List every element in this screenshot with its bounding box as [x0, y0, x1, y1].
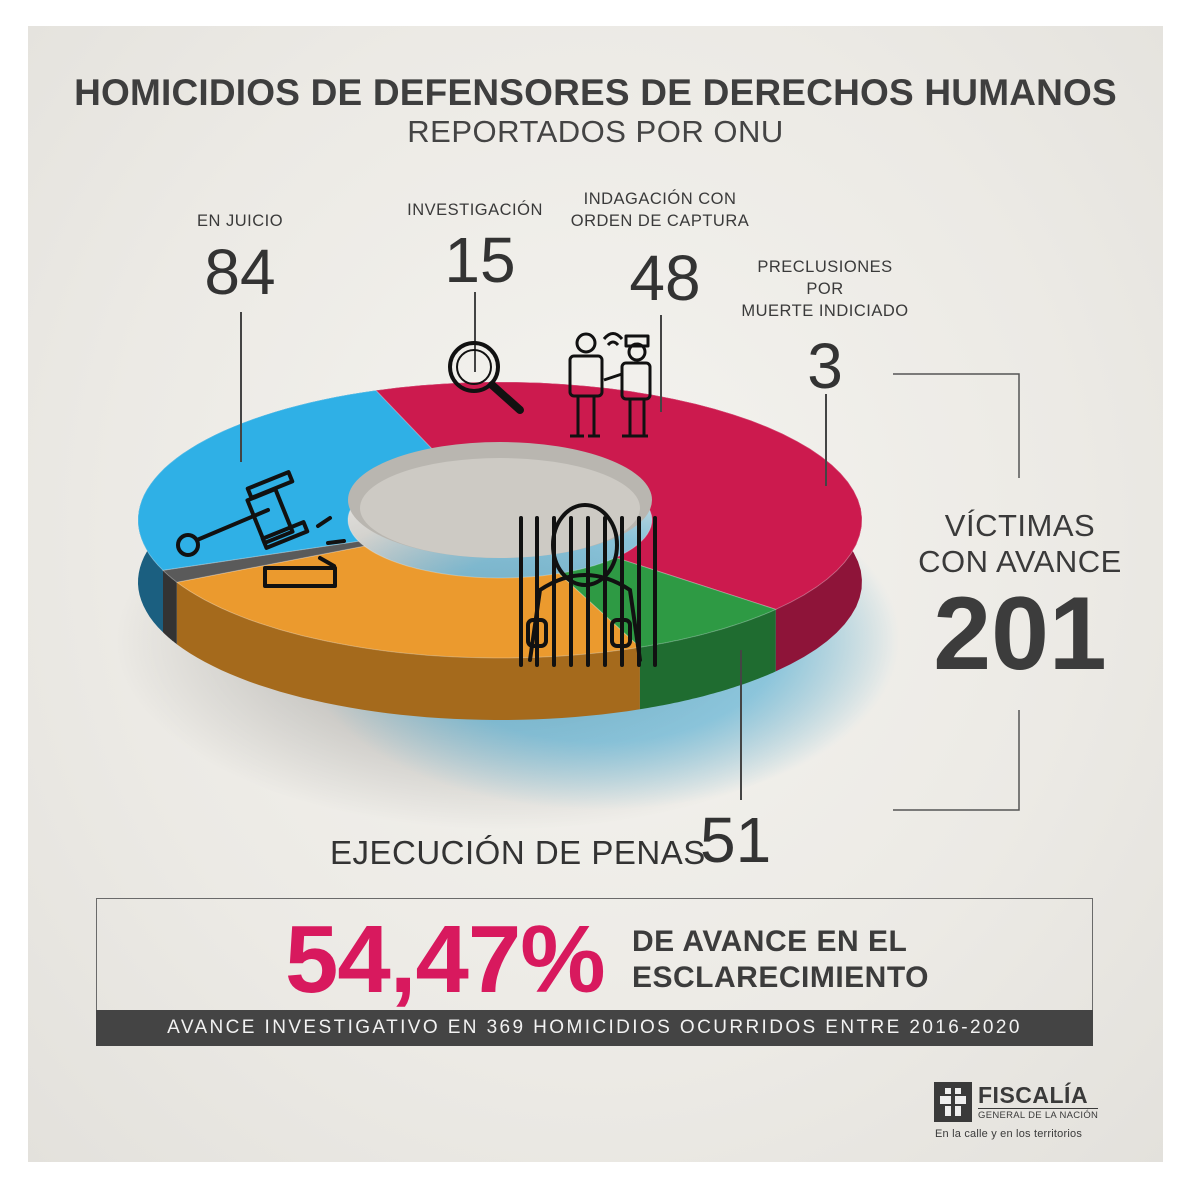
total-bracket-top — [893, 373, 1020, 478]
total-label-line1: VÍCTIMAS — [944, 508, 1096, 543]
prisoner-icon — [519, 503, 657, 667]
page-subtitle: REPORTADOS POR ONU — [407, 114, 784, 149]
magnifier-icon — [448, 341, 524, 414]
logo-slogan: En la calle y en los territorios — [935, 1128, 1083, 1140]
label-investigacion: INVESTIGACIÓN — [407, 201, 543, 219]
gavel-icon — [176, 470, 346, 588]
label-preclusiones-line2: POR — [806, 280, 844, 298]
label-preclusiones-line1: PRECLUSIONES — [757, 258, 893, 276]
label-preclusiones: PRECLUSIONES POR MUERTE INDICIADO — [730, 256, 920, 322]
label-preclusiones-line3: MUERTE INDICIADO — [741, 302, 909, 320]
summary-text: DE AVANCE EN EL ESCLARECIMIENTO — [632, 924, 929, 996]
summary-percent: 54,47% — [285, 906, 606, 1013]
logo-subtitle: GENERAL DE LA NACIÓN — [978, 1108, 1099, 1121]
label-en-juicio: EN JUICIO — [196, 212, 284, 230]
logo-name: FISCALÍA — [978, 1082, 1089, 1108]
slice-indagacion-wall — [176, 582, 640, 720]
value-ejecucion-penas: 51 — [700, 804, 772, 876]
summary-text-line2: ESCLARECIMIENTO — [632, 961, 929, 994]
label-indagacion-line1: INDAGACIÓN CON — [583, 190, 737, 208]
label-ejecucion-penas: EJECUCIÓN DE PENAS — [330, 834, 706, 871]
label-indagacion-line2: ORDEN DE CAPTURA — [570, 212, 750, 230]
slice-preclusiones-wall — [163, 570, 177, 645]
value-preclusiones: 3 — [807, 330, 843, 402]
total-value: 201 — [933, 576, 1107, 692]
total-bracket-bottom — [893, 710, 1020, 811]
total-label-line2: CON AVANCE — [918, 544, 1122, 579]
police-arrest-icon — [568, 332, 652, 438]
summary-footer-bar: AVANCE INVESTIGATIVO EN 369 HOMICIDIOS O… — [96, 1010, 1093, 1046]
total-label: VÍCTIMAS CON AVANCE — [900, 508, 1140, 580]
value-investigacion: 15 — [444, 224, 516, 296]
value-en-juicio: 84 — [204, 236, 276, 308]
summary-text-line1: DE AVANCE EN EL — [632, 925, 908, 958]
value-indagacion: 48 — [629, 242, 701, 314]
page-title: HOMICIDIOS DE DEFENSORES DE DERECHOS HUM… — [74, 72, 1117, 113]
label-indagacion: INDAGACIÓN CON ORDEN DE CAPTURA — [560, 188, 760, 232]
